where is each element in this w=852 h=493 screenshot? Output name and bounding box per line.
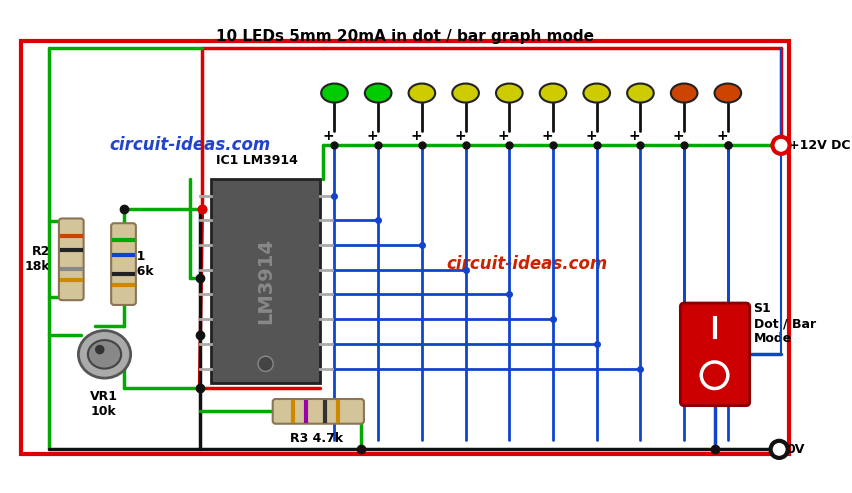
Text: +: + (411, 129, 422, 143)
FancyBboxPatch shape (681, 303, 750, 406)
Text: S1
Dot / Bar
Mode: S1 Dot / Bar Mode (753, 302, 815, 345)
Ellipse shape (365, 83, 391, 103)
Bar (21, 41, 789, 454)
FancyBboxPatch shape (59, 218, 83, 300)
Ellipse shape (496, 83, 522, 103)
FancyBboxPatch shape (111, 223, 135, 305)
Text: R3 4.7k: R3 4.7k (290, 432, 343, 445)
Ellipse shape (321, 83, 348, 103)
Ellipse shape (671, 83, 698, 103)
Text: VR1
10k: VR1 10k (90, 390, 118, 419)
Circle shape (773, 137, 790, 154)
Ellipse shape (88, 340, 121, 369)
Bar (211, 178, 320, 383)
Text: IC1 LM3914: IC1 LM3914 (216, 154, 297, 167)
Text: +: + (454, 129, 466, 143)
Text: circuit-ideas.com: circuit-ideas.com (446, 254, 607, 273)
Text: +: + (585, 129, 597, 143)
Ellipse shape (409, 83, 435, 103)
Text: +: + (323, 129, 335, 143)
Ellipse shape (452, 83, 479, 103)
Text: +: + (498, 129, 509, 143)
Text: 0V: 0V (786, 443, 805, 456)
Circle shape (95, 345, 105, 354)
Text: R2
18k: R2 18k (25, 246, 50, 273)
Text: +12V DC: +12V DC (789, 139, 850, 152)
Text: R1
56k: R1 56k (129, 250, 154, 278)
Circle shape (258, 356, 273, 371)
FancyBboxPatch shape (273, 399, 364, 423)
Text: +: + (672, 129, 684, 143)
Circle shape (701, 362, 728, 388)
Ellipse shape (627, 83, 653, 103)
Ellipse shape (539, 83, 567, 103)
Ellipse shape (715, 83, 741, 103)
Text: LM3914: LM3914 (256, 238, 275, 324)
Text: 10 LEDs 5mm 20mA in dot / bar graph mode: 10 LEDs 5mm 20mA in dot / bar graph mode (216, 30, 594, 44)
Ellipse shape (584, 83, 610, 103)
Circle shape (770, 441, 788, 458)
Text: +: + (542, 129, 553, 143)
Ellipse shape (78, 331, 130, 378)
Text: +: + (366, 129, 378, 143)
Text: circuit-ideas.com: circuit-ideas.com (109, 136, 271, 154)
Text: +: + (629, 129, 641, 143)
Text: +: + (717, 129, 728, 143)
